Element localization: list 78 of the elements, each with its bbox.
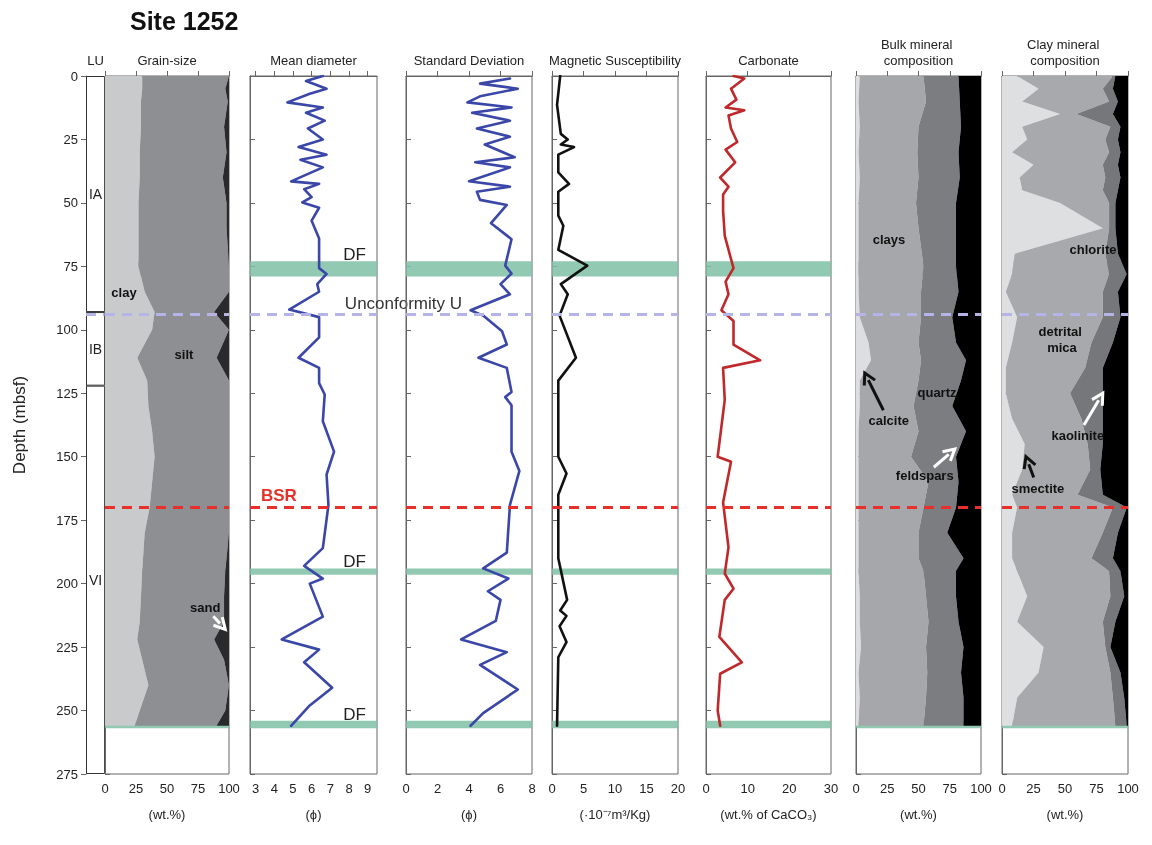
y-tick-label: 250 [56, 703, 78, 719]
x-tick-label: 50 [159, 781, 175, 796]
chart-title: Grain-size [137, 52, 197, 68]
x-tick-label: 0 [702, 781, 710, 796]
annotation: detrital mica [1038, 323, 1086, 355]
x-tick-label: 75 [190, 781, 206, 796]
band-label: DF [343, 704, 366, 724]
chart-title: Standard Deviation [413, 52, 525, 68]
x-tick-label: 6 [496, 781, 505, 796]
x-tick-label: 100 [218, 781, 240, 796]
x-axis-title: (ϕ) [461, 807, 477, 822]
band-label: DF [343, 245, 366, 265]
annotation: clay [111, 284, 138, 300]
y-tick-label: 25 [63, 131, 78, 147]
series-label: IA [88, 186, 103, 203]
annotation: silt [174, 346, 195, 362]
x-tick-label: 9 [364, 781, 372, 796]
text: Site 1252 [130, 6, 239, 35]
x-tick-label: 100 [970, 781, 992, 796]
y-tick-label: 200 [56, 576, 78, 592]
chart-title: Bulk mineral composition [880, 36, 957, 68]
y-tick-label: 0 [70, 68, 78, 84]
x-tick-label: 4 [270, 781, 278, 796]
x-tick-label: 20 [670, 781, 686, 796]
chart-title: Magnetic Susceptibility [548, 52, 682, 68]
x-tick-label: 4 [465, 781, 473, 796]
x-tick-label: 0 [548, 781, 556, 796]
x-axis-title: (wt.% of CaCO₃) [720, 807, 817, 822]
y-axis-title: Depth (mbsf) [10, 375, 29, 475]
y-tick-label: 75 [63, 258, 78, 274]
series-label: IB [88, 340, 103, 357]
x-axis-title: (ϕ) [305, 807, 322, 822]
x-tick-label: 75 [1089, 781, 1104, 796]
y-tick-label: 275 [56, 766, 78, 782]
annotation: sand [190, 599, 221, 615]
x-tick-label: 3 [251, 781, 260, 796]
annotation: smectite [1011, 481, 1065, 497]
x-tick-label: 75 [942, 781, 957, 796]
x-tick-label: 0 [852, 781, 860, 796]
y-tick-label: 225 [56, 639, 78, 655]
x-tick-label: 30 [823, 781, 839, 796]
x-tick-label: 0 [402, 781, 410, 796]
x-tick-label: 25 [128, 781, 144, 796]
ref-line-label: BSR [261, 486, 297, 506]
x-axis-title: (wt.%) [1046, 807, 1084, 822]
x-tick-label: 50 [1057, 781, 1073, 796]
x-tick-label: 7 [326, 781, 334, 796]
x-axis-title: (·10⁻⁷m³/Kg) [579, 807, 651, 822]
x-tick-label: 6 [308, 781, 316, 796]
x-tick-label: 20 [782, 781, 797, 796]
y-tick-label: 150 [56, 449, 78, 465]
y-tick-label: 175 [56, 512, 78, 528]
chart-title: Mean diameter [270, 52, 358, 68]
x-tick-label: 25 [1026, 781, 1041, 796]
band-label: DF [343, 552, 366, 572]
x-tick-label: 10 [607, 781, 623, 796]
chart-title: LU [87, 52, 104, 68]
x-tick-label: 2 [433, 781, 442, 796]
x-tick-label: 25 [880, 781, 895, 796]
annotation: chlorite [1069, 241, 1117, 257]
series-label: VI [88, 571, 103, 588]
y-tick-label: 125 [56, 385, 78, 401]
x-tick-label: 50 [911, 781, 926, 796]
x-tick-label: 8 [528, 781, 536, 796]
x-tick-label: 0 [998, 781, 1006, 796]
y-tick-label: 100 [56, 322, 78, 338]
chart-title: Clay mineral composition [1027, 36, 1103, 68]
x-tick-label: 0 [101, 781, 109, 796]
x-tick-label: 5 [579, 781, 588, 796]
x-tick-label: 100 [1117, 781, 1139, 796]
x-tick-label: 10 [740, 781, 755, 796]
x-axis-title: (wt.%) [900, 807, 937, 822]
x-tick-label: 15 [639, 781, 654, 796]
x-tick-label: 8 [345, 781, 353, 796]
x-axis-title: (wt.%) [148, 807, 186, 822]
chart-title: Carbonate [738, 52, 799, 68]
y-tick-label: 50 [63, 195, 78, 211]
x-tick-label: 5 [289, 781, 297, 796]
